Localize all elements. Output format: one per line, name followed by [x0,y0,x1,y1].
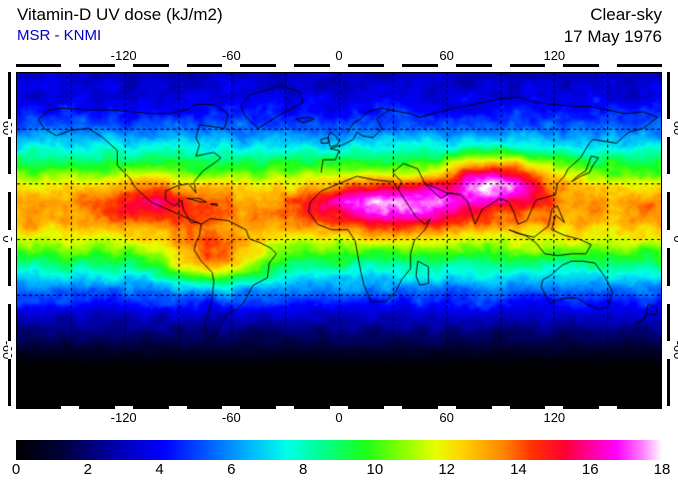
axis-tick-gap [114,406,133,409]
colorbar-tick-label: 18 [653,461,671,478]
axis-tick-gap [667,230,670,248]
axis-tick-gap [667,341,670,360]
colorbar-tick-label: 16 [581,461,599,478]
colorbar-tick-label: 2 [83,461,92,478]
axis-tick-gap [491,64,510,67]
lat-tick-label-right: 0 [671,235,678,243]
axis-tick-gap [667,118,670,137]
colorbar-tick-label: 6 [227,461,236,478]
sky-condition-label: Clear-sky [590,5,662,24]
lon-tick-label-top: 60 [439,48,454,63]
axis-tick-gap [222,64,241,67]
axis-tick-gap [8,341,11,360]
colorbar-tick-label: 12 [438,461,455,478]
lat-tick-label-right: 60 [671,120,678,135]
axis-tick-gap [222,406,241,409]
axis-tick-gap [545,64,564,67]
lon-tick-label-bottom: -60 [221,410,241,425]
axis-tick-gap [114,64,133,67]
axis-tick-gap [60,64,79,67]
lat-tick-label-right: -60 [671,340,678,360]
lon-tick-label-top: 0 [335,48,343,63]
axis-tick-gap [8,174,11,193]
colorbar-tick-label: 8 [298,461,308,478]
axis-tick-gap [276,406,295,409]
data-source-label: MSR - KNMI [17,27,102,44]
axis-tick-gap [437,406,456,409]
axis-tick-gap [168,406,187,409]
axis-tick-gap [667,285,670,304]
lon-tick-label-top: 120 [543,48,566,63]
axis-tick-gap [330,64,348,67]
lat-tick-label-left: -60 [0,341,15,360]
axis-tick-gap [437,64,456,67]
uv-dose-heatmap [17,73,661,405]
axis-tick-gap [8,230,11,248]
colorbar-tick-label: 10 [366,461,384,478]
axis-tick-gap [276,64,295,67]
world-map-panel [16,72,662,406]
axis-tick-gap [8,285,11,304]
axis-tick-gap [330,406,348,409]
lat-tick-label-left: 60 [0,120,15,134]
colorbar-gradient [16,440,662,460]
colorbar [16,440,662,460]
axis-tick-gap [383,406,402,409]
axis-tick-gap [599,64,618,67]
axis-tick-gap [8,118,11,137]
lat-tick-label-left: 0 [0,235,15,242]
lon-tick-label-bottom: 120 [543,410,566,425]
lon-tick-label-bottom: -120 [110,410,137,425]
lon-tick-label-top: -60 [221,48,241,63]
colorbar-tick-label: 14 [510,461,527,478]
axis-tick-gap [383,64,402,67]
axis-tick-gap [491,406,510,409]
axis-tick-gap [667,174,670,193]
lon-tick-label-bottom: 60 [439,410,454,425]
colorbar-tick-label: 4 [155,461,164,478]
date-label: 17 May 1976 [563,27,662,46]
lon-tick-label-top: -120 [110,48,137,63]
axis-tick-gap [60,406,79,409]
axis-tick-gap [168,64,187,67]
lon-tick-label-bottom: 0 [335,410,343,425]
axis-tick-gap [545,406,564,409]
axis-tick-gap [599,406,618,409]
page-title: Vitamin-D UV dose (kJ/m2) [17,5,223,24]
colorbar-tick-label: 0 [11,461,21,478]
